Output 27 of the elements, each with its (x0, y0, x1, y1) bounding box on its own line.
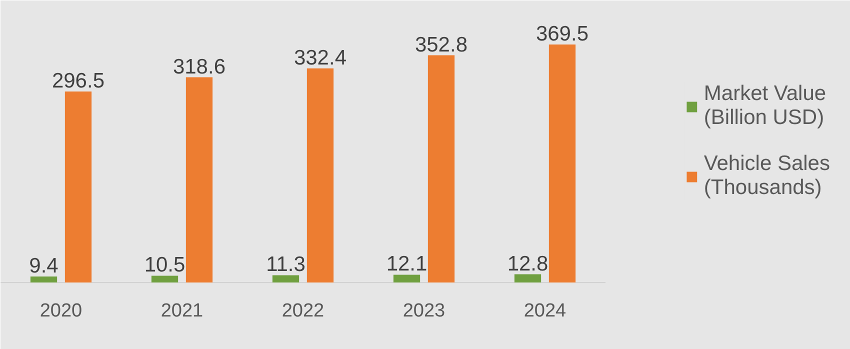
data-label: 11.3 (266, 253, 306, 276)
data-label: 296.5 (52, 70, 105, 93)
bar (393, 274, 420, 282)
bar (30, 276, 58, 282)
bar (428, 55, 455, 282)
data-label: 12.1 (386, 252, 428, 276)
bar (272, 275, 300, 282)
x-tick-label: 2021 (160, 300, 204, 322)
bar (186, 77, 213, 282)
data-label: 352.8 (414, 33, 468, 56)
data-label: 9.4 (29, 254, 59, 278)
bar (548, 44, 576, 282)
x-tick-label: 2024 (524, 300, 567, 322)
data-label: 318.6 (172, 55, 226, 78)
x-tick-label: 2020 (40, 300, 82, 322)
data-label: 332.4 (294, 46, 347, 70)
data-label: 10.5 (144, 254, 186, 277)
data-label: 369.5 (536, 22, 589, 46)
bar (151, 276, 178, 282)
data-label: 12.8 (507, 252, 548, 276)
legend-label: Vehicle Sales (Thousands) (704, 152, 830, 200)
x-tick-label: 2022 (282, 300, 324, 322)
x-tick-label: 2023 (402, 300, 446, 322)
bar (306, 68, 334, 282)
legend-label: Market Value (Billion USD) (704, 82, 826, 130)
bar (64, 92, 92, 282)
bar (514, 274, 542, 282)
